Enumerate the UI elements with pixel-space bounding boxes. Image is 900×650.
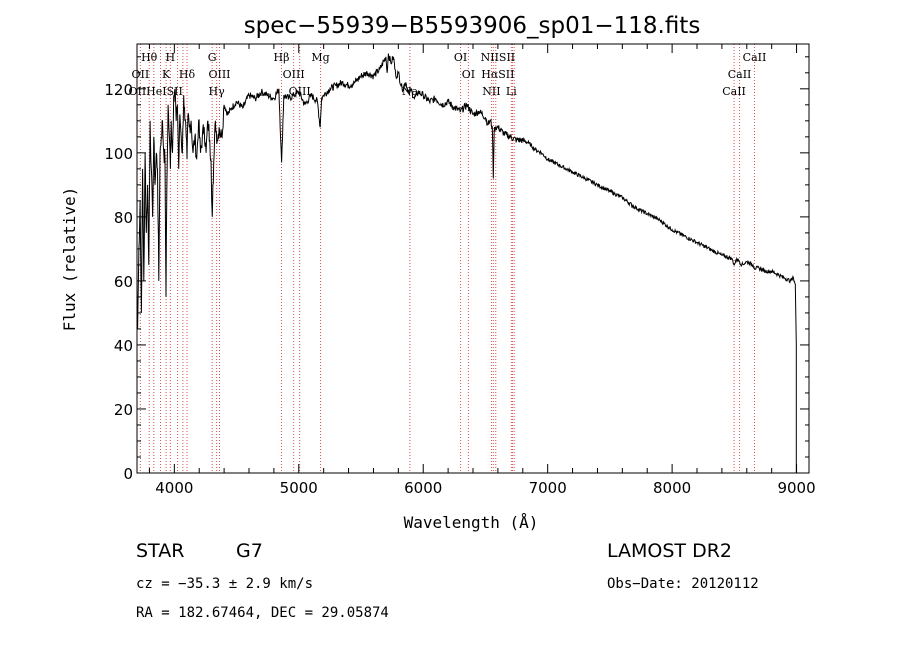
spectral-line-label: Mg [311, 51, 329, 64]
redshift-cz: cz = −35.3 ± 2.9 km/s [136, 576, 314, 592]
series-group [137, 53, 797, 473]
survey-name: LAMOST DR2 [607, 540, 732, 562]
spectral-line-label: Hγ [209, 85, 226, 98]
line-labels: Hθ H G Hβ Mg OI NIISII CaII OII K Hδ OIII OIII OI HαSI… [128, 51, 766, 98]
spectral-line-label: OII [132, 68, 150, 81]
spectral-line-label: OIII [283, 68, 305, 81]
observation-date: Obs−Date: 20120112 [607, 576, 759, 592]
y-tick-label: 100 [104, 145, 133, 163]
axis-ticks: 4000 5000 6000 7000 8000 9000 0 20 40 60 80 100 120 [104, 44, 816, 497]
y-tick-label: 80 [114, 209, 133, 227]
object-subclass: G7 [236, 540, 263, 562]
spectral-line-label: HαSII [481, 68, 514, 81]
spectral-line-label: CaII [743, 51, 767, 64]
x-tick-label: 5000 [280, 479, 318, 497]
x-tick-label: 4000 [155, 479, 193, 497]
spectral-line-label: K [162, 68, 171, 81]
line-markers [139, 44, 755, 473]
x-axis-label: Wavelength (Å) [404, 513, 539, 532]
spectral-line-label: G [208, 51, 217, 64]
spectral-line-label: OI [462, 68, 475, 81]
y-tick-label: 120 [104, 81, 133, 99]
spectral-line-label: CaII [722, 85, 746, 98]
spectral-line-label: H [166, 51, 176, 64]
plot-frame [136, 43, 810, 474]
spectral-line-label: NIISII [481, 51, 516, 64]
spectral-line-label: CaII [728, 68, 752, 81]
spectral-line-label: NII [482, 85, 500, 98]
y-axis-label: Flux (relative) [60, 187, 79, 332]
y-tick-label: 20 [114, 401, 133, 419]
spectral-line-label: Hθ [141, 51, 158, 64]
spectral-line-label: Hδ [179, 68, 196, 81]
spectral-line-label: OIII [208, 68, 230, 81]
spectral-line-label: Li [506, 85, 517, 98]
x-tick-label: 7000 [529, 479, 567, 497]
x-tick-label: 9000 [777, 479, 815, 497]
spectral-line-label: OIIHeISII [128, 85, 182, 98]
object-class: STAR [136, 540, 185, 562]
y-tick-label: 60 [114, 273, 133, 291]
coordinates: RA = 182.67464, DEC = 29.05874 [136, 605, 389, 621]
spectral-line-label: Hβ [274, 51, 290, 64]
y-tick-label: 40 [114, 337, 133, 355]
y-tick-label: 0 [123, 465, 133, 483]
chart-title: spec−55939−B5593906_sp01−118.fits [244, 13, 701, 39]
spectral-line-label: OI [454, 51, 467, 64]
x-tick-label: 6000 [404, 479, 442, 497]
flux-series-line [137, 53, 797, 473]
x-tick-label: 8000 [653, 479, 691, 497]
